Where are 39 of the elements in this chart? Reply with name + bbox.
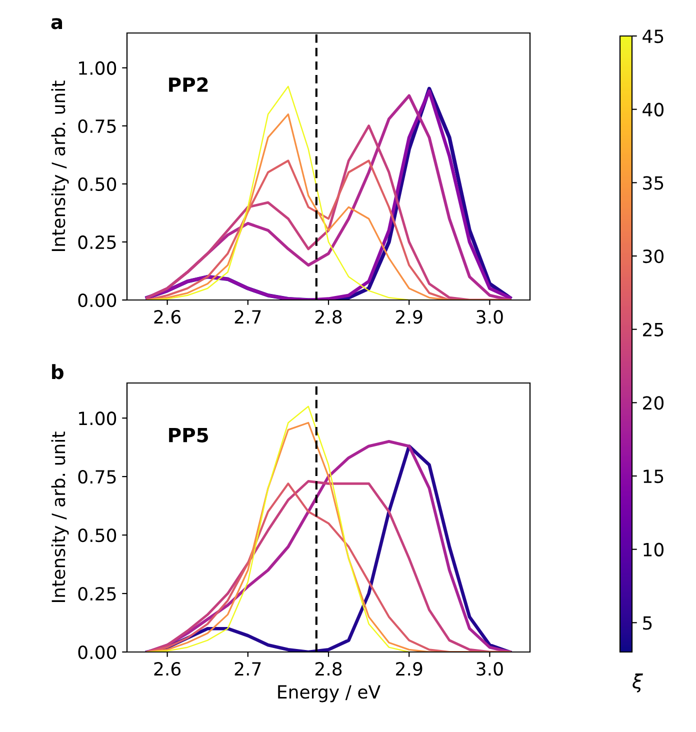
color-bar-label: 15 bbox=[644, 470, 664, 484]
x-tick-label: 2.7 bbox=[234, 662, 261, 676]
x-tick-label: 2.9 bbox=[396, 662, 422, 676]
x-tick-label: 2.7 bbox=[234, 310, 261, 324]
line-series bbox=[146, 160, 511, 300]
annotation: PP5 bbox=[169, 428, 208, 442]
color-bar-label: 25 bbox=[643, 322, 664, 336]
color-bar-label: 20 bbox=[643, 396, 664, 410]
color-bar-label: 35 bbox=[643, 176, 664, 190]
x-tick-label: 2.9 bbox=[396, 310, 422, 324]
y-tick-label: 0.75 bbox=[78, 119, 116, 133]
x-tick-label: 2.6 bbox=[154, 310, 181, 324]
y-tick-label: 0.25 bbox=[78, 235, 116, 250]
annotation: PP2 bbox=[169, 77, 208, 92]
x-tick-label: 2.8 bbox=[315, 310, 342, 324]
y-tick-label: 1.00 bbox=[79, 61, 116, 75]
color-bar-label: 5 bbox=[643, 616, 652, 630]
y-axis-title: Intensity / arb. unit bbox=[51, 432, 69, 602]
line-series bbox=[146, 406, 410, 652]
y-tick-label: 0.50 bbox=[78, 528, 116, 542]
y-axis-title: Intensity / arb. unit bbox=[51, 80, 69, 252]
y-tick-label: 0.00 bbox=[78, 293, 116, 308]
x-tick-label: 3.0 bbox=[476, 310, 503, 324]
y-tick-label: 0.25 bbox=[78, 586, 116, 601]
color-bar-label: 45 bbox=[642, 30, 664, 44]
x-tick-label: 2.8 bbox=[315, 662, 342, 676]
chart-title: b bbox=[52, 364, 64, 380]
color-bar-title: ξ bbox=[632, 674, 643, 692]
x-tick-label: 2.6 bbox=[154, 662, 181, 676]
color-bar-label: 10 bbox=[644, 542, 664, 556]
y-tick-label: 0.00 bbox=[78, 645, 116, 660]
color-bar-label: 30 bbox=[643, 249, 664, 264]
chart-title: a bbox=[51, 18, 62, 30]
y-tick-label: 0.75 bbox=[78, 470, 116, 484]
color-bar-label: 40 bbox=[642, 102, 664, 116]
y-tick-label: 0.50 bbox=[78, 177, 116, 192]
y-tick-label: 1.00 bbox=[79, 412, 116, 426]
x-tick-label: 3.0 bbox=[476, 662, 503, 676]
x-axis-title: Energy / eV bbox=[278, 685, 380, 702]
